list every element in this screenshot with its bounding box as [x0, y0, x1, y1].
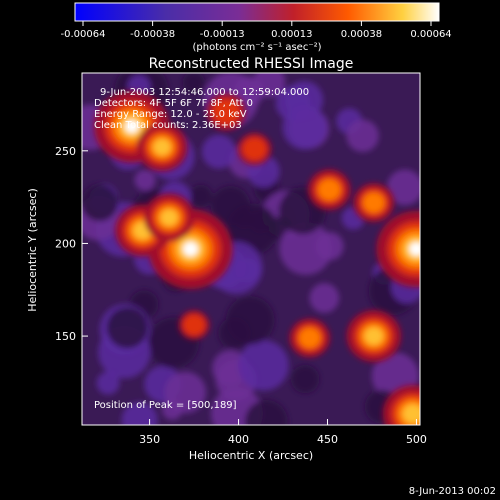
annotation-line: Energy Range: 12.0 - 25.0 keV — [94, 109, 247, 120]
annotation-block: 9-Jun-2003 12:54:46.000 to 12:59:04.000D… — [94, 87, 309, 131]
chart-title: Reconstructed RHESSI Image — [149, 56, 354, 72]
footer-date: 8-Jun-2013 00:02 — [409, 486, 496, 497]
peak-position-label: Position of Peak = [500,189] — [94, 400, 237, 411]
background-blob — [121, 401, 158, 425]
source-level — [125, 120, 139, 134]
annotation-line: Detectors: 4F 5F 6F 7F 8F, Att 0 — [94, 98, 253, 109]
source-level — [182, 314, 206, 336]
source-level — [364, 327, 384, 345]
emission-source — [346, 310, 401, 363]
source-level — [160, 209, 178, 226]
y-tick-label: 200 — [55, 237, 76, 250]
plot-frame — [81, 72, 421, 426]
source-level — [153, 138, 171, 156]
source-level — [299, 327, 321, 349]
source-level — [402, 404, 420, 424]
x-axis-label: Heliocentric X (arcsec) — [189, 449, 313, 462]
colorbar-tick-label: 0.00064 — [410, 29, 451, 40]
background-blob — [386, 169, 420, 206]
background-blob — [279, 222, 333, 275]
background-blob — [238, 340, 289, 391]
x-tick-label: 450 — [317, 433, 338, 446]
colorbar-ticks: -0.00064 -0.00038 -0.00013 0.00013 0.00038 0.… — [61, 21, 452, 40]
source-level — [363, 192, 385, 213]
emission-source — [206, 93, 246, 131]
background-blob — [244, 400, 288, 425]
source-level — [182, 241, 199, 257]
background-blob — [164, 371, 207, 414]
background-blob — [134, 169, 156, 191]
emission-source — [376, 210, 420, 288]
annotation-line: 9-Jun-2003 12:54:46.000 to 12:59:04.000 — [100, 87, 309, 98]
emission-source — [178, 310, 210, 340]
source-level — [318, 179, 341, 201]
colorbar-tick-label: -0.00064 — [61, 29, 106, 40]
colorbar-units: (photons cm⁻² s⁻¹ asec⁻²) — [192, 42, 321, 53]
emission-source — [136, 123, 188, 172]
x-tick-label: 500 — [406, 433, 427, 446]
background-blob — [106, 307, 148, 349]
background-blob — [182, 73, 205, 94]
y-axis-ticks: 150 200 250 — [55, 145, 88, 343]
emission-source — [353, 183, 395, 223]
y-axis-label: Heliocentric Y (arcsec) — [26, 188, 39, 312]
x-axis-ticks: 350 400 450 500 — [139, 419, 427, 446]
background-blob — [291, 364, 320, 394]
background-blob — [315, 232, 344, 261]
colorbar-tick-label: -0.00013 — [200, 29, 245, 40]
colorbar-tick-label: -0.00038 — [130, 29, 175, 40]
emission-source — [289, 318, 331, 358]
x-tick-label: 350 — [139, 433, 160, 446]
source-level — [212, 98, 241, 126]
background-blob — [201, 134, 236, 169]
y-tick-label: 150 — [55, 330, 76, 343]
heatmap-image — [82, 73, 420, 425]
colorbar-tick-label: 0.00013 — [271, 29, 312, 40]
emission-source — [382, 385, 420, 425]
background-blob — [346, 119, 379, 152]
background-blob — [309, 283, 340, 313]
emission-source — [307, 169, 351, 211]
x-tick-label: 400 — [228, 433, 249, 446]
background-blob — [96, 371, 120, 395]
colorbar-tick-label: 0.00038 — [341, 29, 382, 40]
background-blob — [82, 184, 118, 222]
background-blob — [189, 184, 213, 208]
colorbar — [74, 2, 440, 22]
emission-source — [237, 132, 272, 166]
emission-source — [143, 193, 195, 242]
annotation-line: Clean Total counts: 2.36E+03 — [94, 120, 242, 131]
y-tick-label: 250 — [55, 145, 76, 158]
source-level — [242, 137, 267, 161]
background-blob — [282, 105, 327, 150]
background-blob — [226, 296, 275, 345]
source-level — [409, 242, 420, 256]
